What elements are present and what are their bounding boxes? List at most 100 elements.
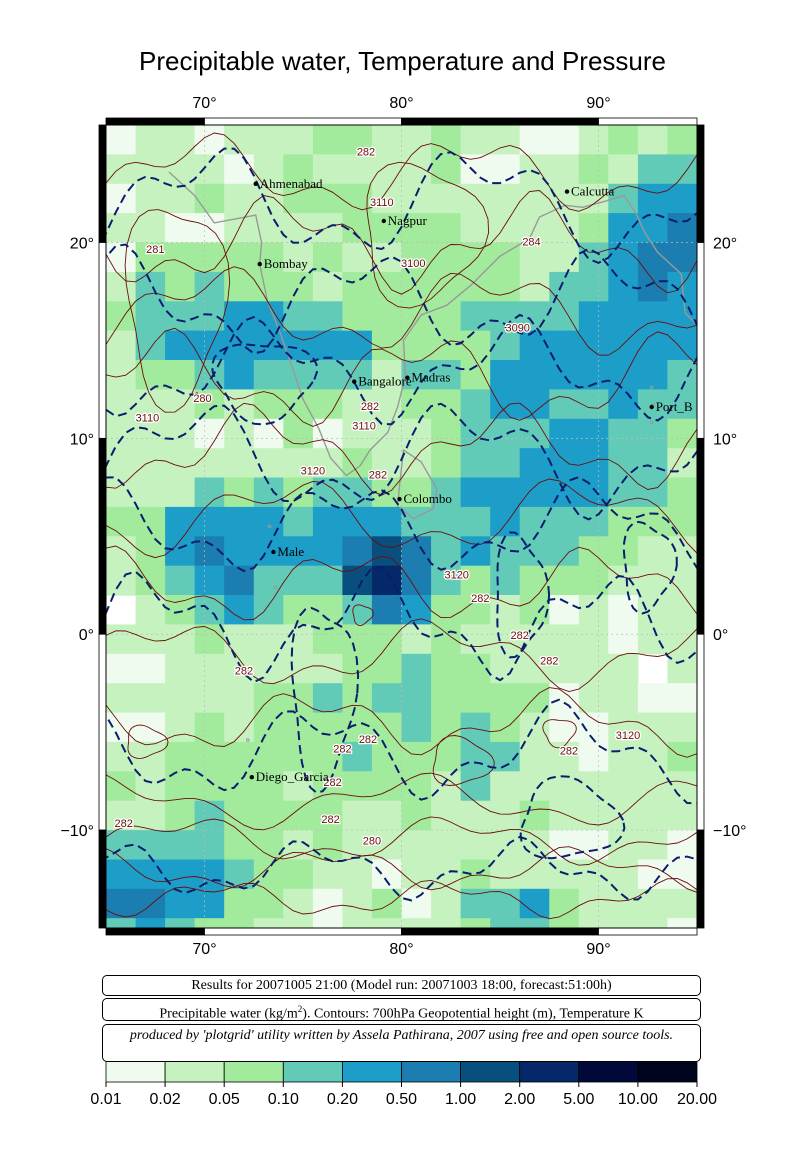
colorbar-label: 0.10 [268,1091,299,1108]
city-marker-icon [249,775,254,780]
precip-cell [283,389,314,420]
precip-cell [224,271,255,302]
precip-cell [165,271,196,302]
contour-label: 280 [363,836,381,848]
precip-cell [371,389,403,420]
contour-label: 282 [471,593,489,605]
precip-cell [431,213,462,244]
contour-label: 282 [323,777,341,789]
contour-label: 3110 [352,421,376,433]
precip-cell [608,418,639,449]
frame-bar-bottom [105,927,205,936]
graticule [106,125,697,928]
precip-cell [371,918,403,928]
frame-bar-right [696,242,705,439]
precip-cell [490,389,521,420]
precip-cell [637,154,668,185]
precip-cell [578,830,609,861]
precip-cell [431,830,462,861]
precip-cell [519,330,550,361]
precip-cell [460,389,491,420]
city-marker-icon [381,218,386,224]
precip-cell [401,800,432,831]
precip-cell [667,624,697,655]
island-outline [273,585,278,590]
precip-cell [342,918,373,928]
precip-cell [460,418,491,449]
precip-cell [312,125,343,155]
precip-cell [135,683,166,714]
precip-cell [135,918,166,928]
precip-cell [283,948,313,978]
precip-cell [460,125,491,155]
precip-cell [342,242,373,273]
precip-cell [194,242,225,273]
precip-cell [460,712,491,743]
precip-cell [135,389,166,420]
precip-cell [520,948,550,978]
precip-cell [371,360,403,390]
precip-cell [165,565,196,596]
precip-cell [135,213,166,244]
precip-cell [637,125,668,155]
precip-cell [224,477,255,508]
credit-info-box: produced by 'plotgrid' utility written b… [102,1024,701,1062]
contour-label: 280 [193,393,211,405]
precip-cell [312,859,343,890]
precip-cell [253,125,284,155]
precip-cell [519,624,550,655]
precip-cell [608,125,639,155]
contour-label: 3120 [444,569,468,581]
precip-cell [165,477,196,508]
precip-cell [371,624,403,655]
precip-cell [135,183,166,214]
precip-cell [253,389,284,420]
variables-line-prefix: Precipitable water (kg/m [159,1006,298,1022]
precip-cell [667,125,697,155]
pressure-contour [496,531,551,659]
city-marker-icon [271,549,276,555]
temperature-contour [432,735,495,786]
temperature-contour [106,327,697,427]
pressure-contour [106,835,697,902]
precip-cell [431,418,462,449]
precip-cell [194,477,225,508]
precip-cell [667,154,697,185]
precip-cell [490,271,521,302]
precip-cell [490,301,521,332]
precip-cell [165,330,196,361]
colorbar-label: 0.01 [90,1091,121,1108]
precip-cell [224,506,255,537]
precip-cell [460,183,491,214]
precip-cell [194,506,225,537]
precip-cell [312,301,343,332]
precip-cell [283,213,314,244]
precip-cell [549,183,580,214]
precip-cell [490,595,521,625]
precip-cell [312,888,343,919]
precip-cell [460,536,491,567]
precip-cell [519,242,550,273]
precip-cell [194,271,225,302]
island-outline [267,524,272,529]
precip-cell [490,477,521,508]
precip-cell [667,477,697,508]
precip-cell [401,683,432,714]
precip-cell [549,918,580,928]
precip-cell [667,948,697,978]
contour-label: 3110 [370,197,394,209]
precip-cell [312,242,343,273]
precip-cell [165,301,196,332]
colorbar-label: 2.00 [504,1091,535,1108]
precip-cell [283,888,314,919]
precip-cell [608,653,639,684]
colorbar-label: 0.20 [327,1091,358,1108]
precip-cell [283,624,314,655]
precip-cell [135,624,166,655]
precip-cell [519,389,550,420]
precip-cell [490,624,521,655]
precip-cell [371,653,403,684]
precip-cell [283,771,314,802]
precip-cell [106,330,137,361]
pressure-contour [622,520,678,615]
